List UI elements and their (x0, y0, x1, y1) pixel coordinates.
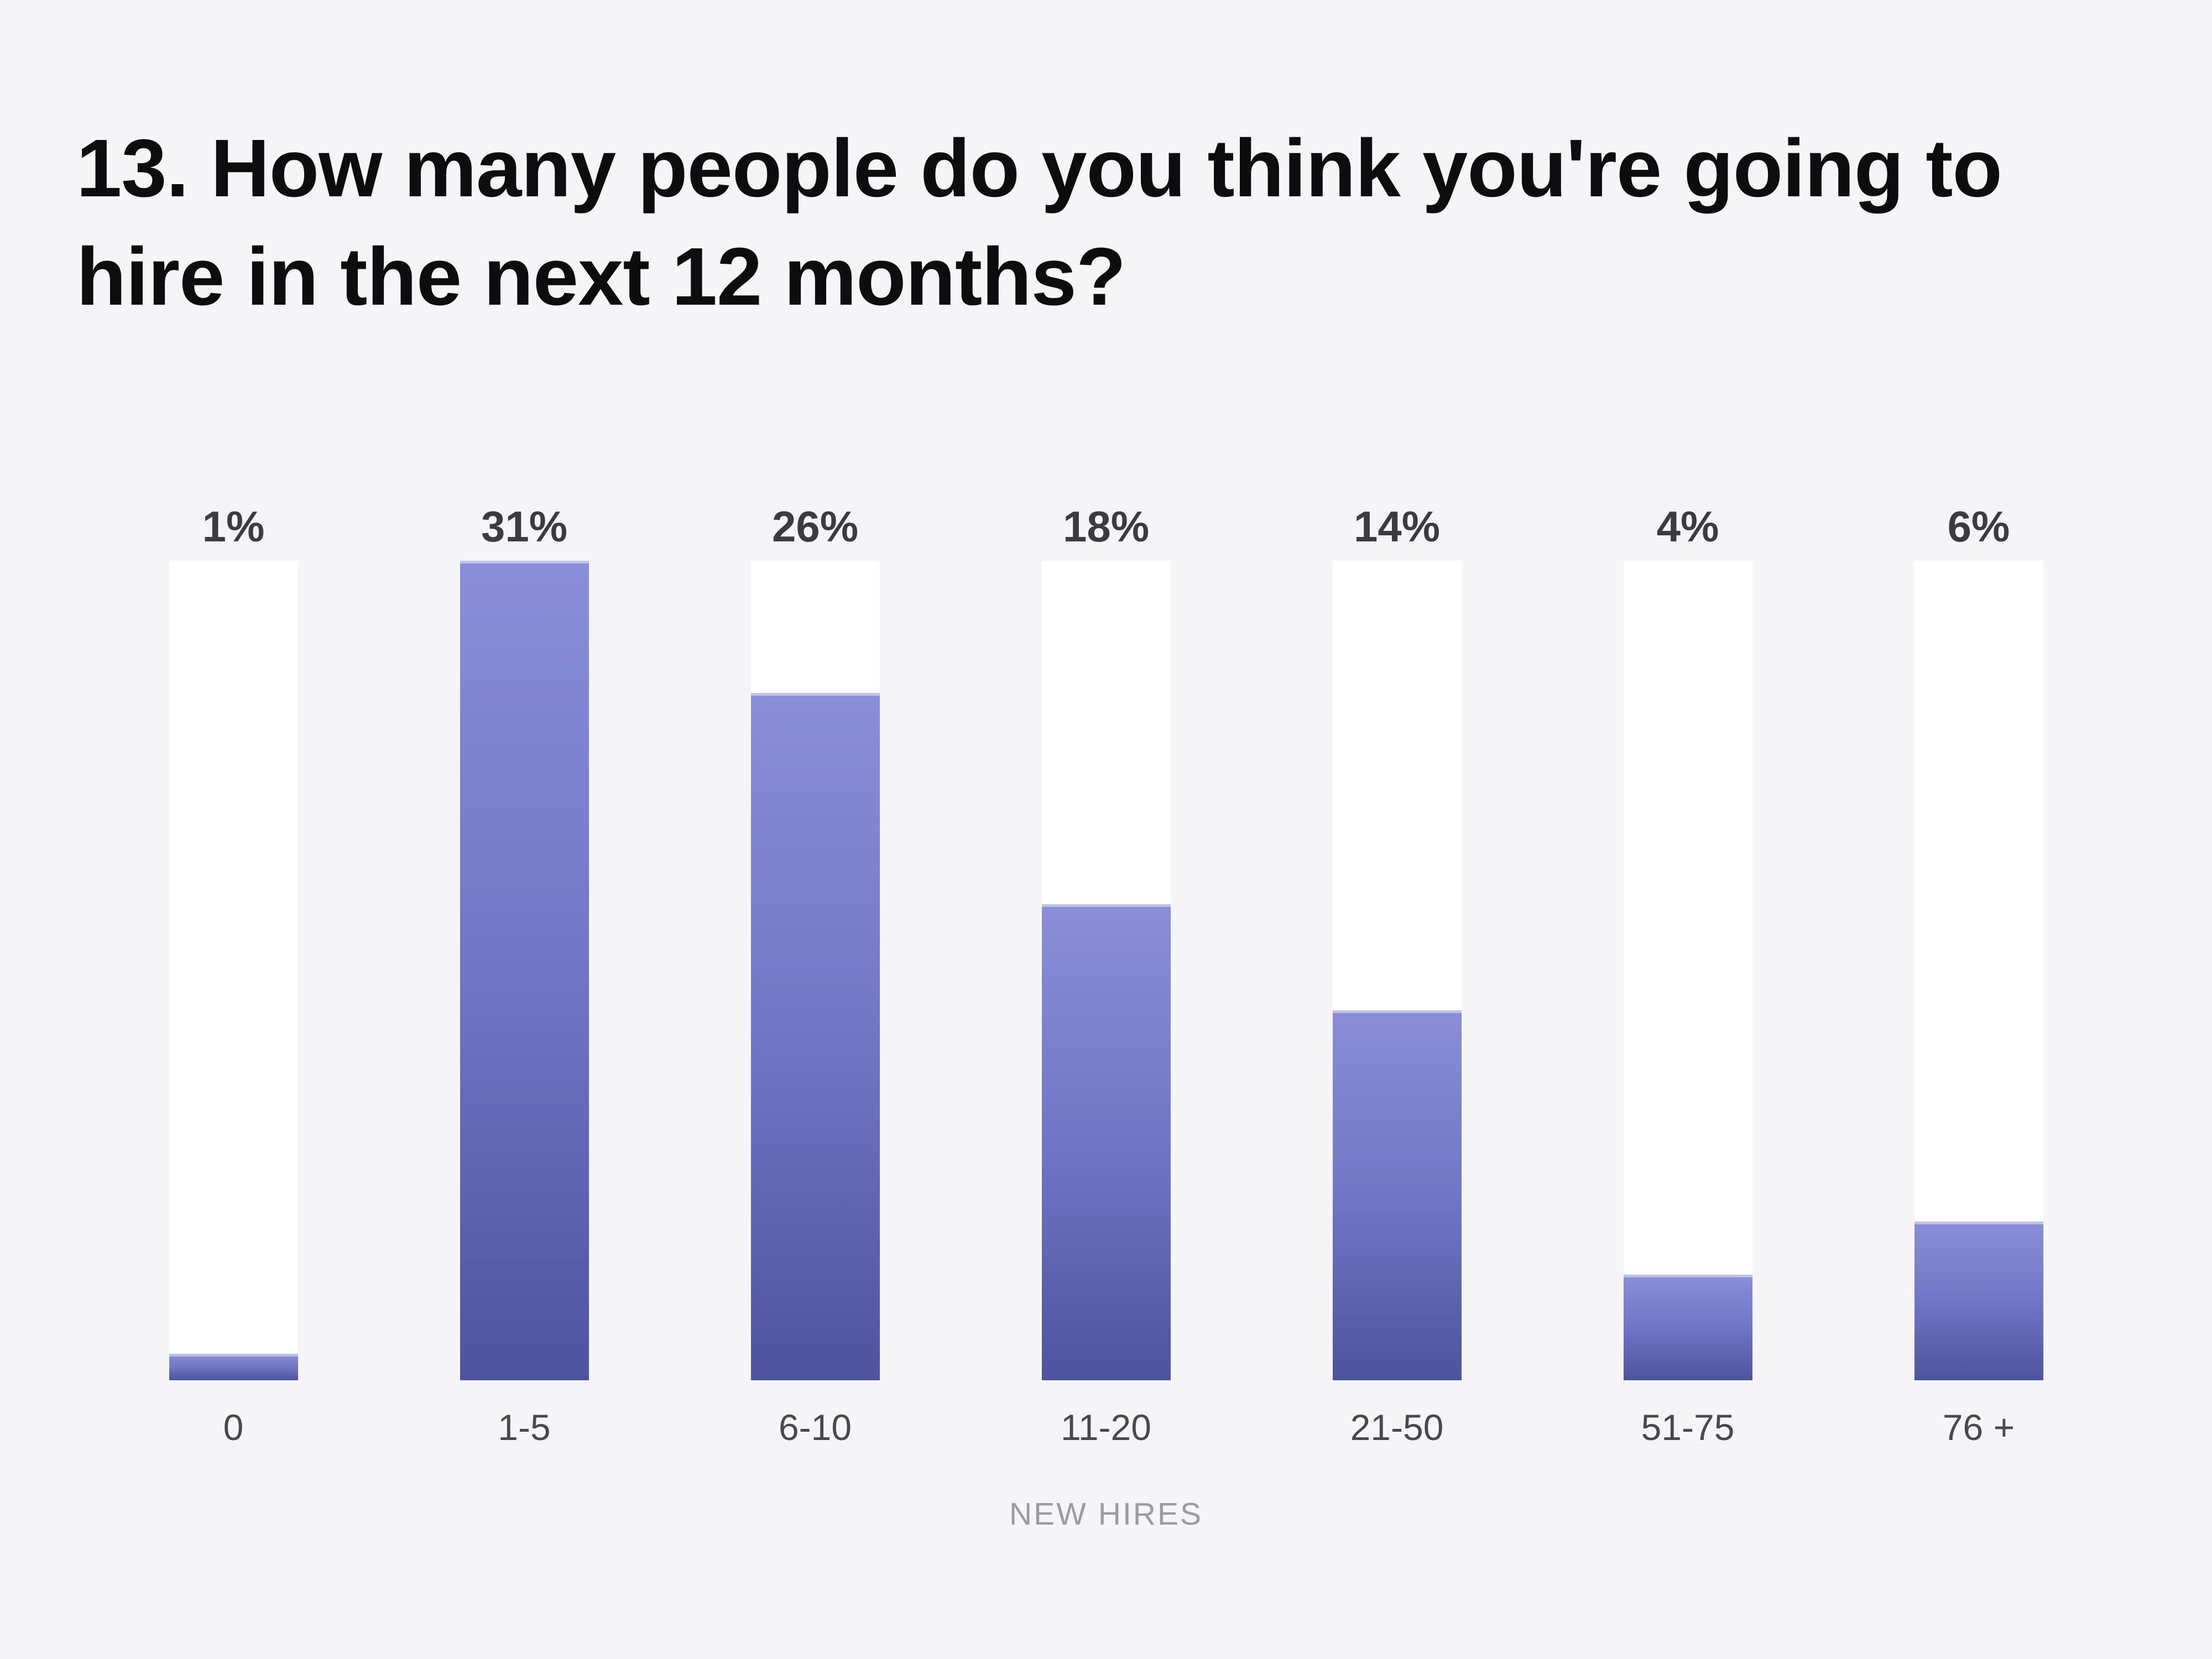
bar-track (1914, 561, 2043, 1380)
bar-track (1623, 561, 1752, 1380)
bar-track (1332, 561, 1462, 1380)
bar-value-label: 6% (1947, 502, 2010, 551)
bar-category-label: 0 (223, 1407, 244, 1448)
bar-category-label: 6-10 (778, 1407, 852, 1448)
bar-fill (1332, 1010, 1462, 1380)
bar-track (750, 561, 880, 1380)
bar-value-label: 14% (1353, 502, 1441, 551)
bar-column: 31% 1-5 (379, 504, 670, 1447)
x-axis-label: NEW HIRES (1009, 1496, 1203, 1532)
bar-category-label: 11-20 (1061, 1407, 1151, 1448)
page-title: 13. How many people do you think you're … (76, 123, 2002, 323)
bar-category-label: 21-50 (1350, 1407, 1444, 1448)
bar-column: 26% 6-10 (670, 504, 961, 1447)
bar-column: 6% 76 + (1833, 504, 2124, 1447)
bar-category-label: 76 + (1942, 1407, 2015, 1448)
bar-column: 1% 0 (88, 504, 379, 1447)
bar-value-label: 1% (202, 502, 265, 551)
bar-column: 14% 21-50 (1251, 504, 1542, 1447)
bar-value-label: 4% (1656, 502, 1719, 551)
bar-fill (750, 693, 880, 1380)
bar-category-label: 51-75 (1641, 1407, 1735, 1448)
bar-fill (1041, 904, 1171, 1380)
bar-column: 4% 51-75 (1542, 504, 1833, 1447)
bar-fill (169, 1354, 298, 1380)
bar-category-label: 1-5 (498, 1407, 551, 1448)
bar-value-label: 18% (1062, 502, 1150, 551)
bar-chart: 1% 0 31% 1-5 26% 6-10 18% 11-20 14% (0, 504, 2212, 1531)
bar-value-label: 31% (481, 502, 568, 551)
bar-row: 1% 0 31% 1-5 26% 6-10 18% 11-20 14% (0, 504, 2212, 1447)
bar-column: 18% 11-20 (961, 504, 1251, 1447)
bar-fill (1914, 1222, 2043, 1380)
bar-fill (460, 561, 589, 1380)
bar-fill (1623, 1274, 1752, 1380)
bar-track (169, 561, 298, 1380)
bar-track (1041, 561, 1171, 1380)
bar-value-label: 26% (771, 502, 859, 551)
bar-track (460, 561, 589, 1380)
